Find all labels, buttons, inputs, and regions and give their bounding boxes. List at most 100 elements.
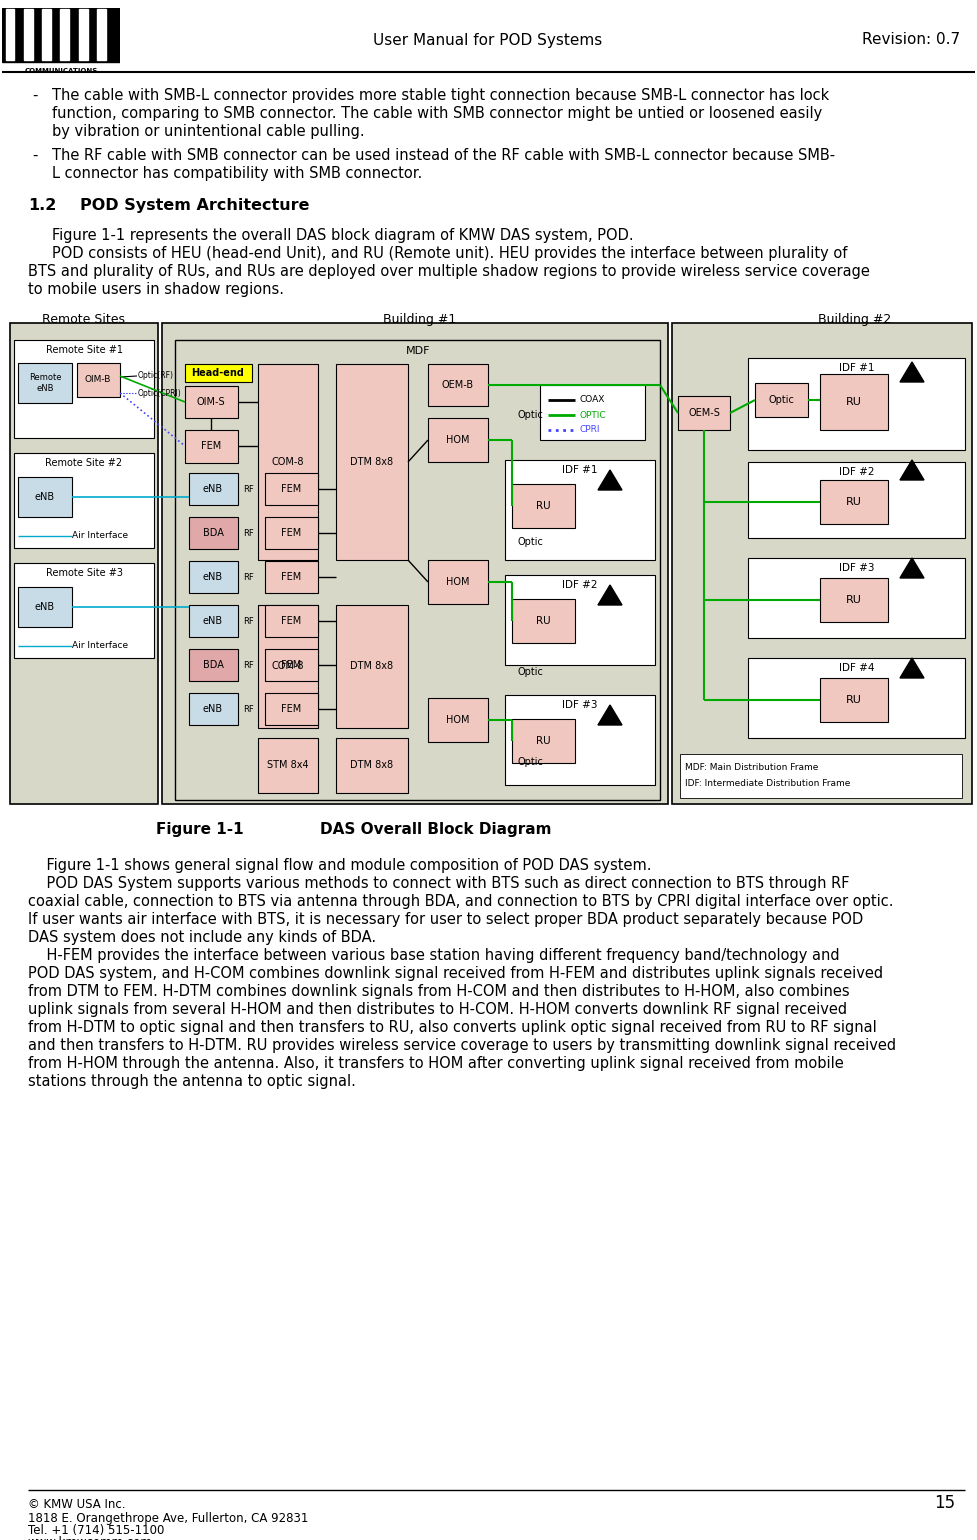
Text: stations through the antenna to optic signal.: stations through the antenna to optic si… [28,1073,356,1089]
Text: and then transfers to H-DTM. RU provides wireless service coverage to users by t: and then transfers to H-DTM. RU provides… [28,1038,896,1053]
Text: FEM: FEM [280,704,301,715]
Text: Optic: Optic [517,410,543,420]
Text: IDF #2: IDF #2 [562,581,598,590]
Text: RU: RU [535,736,550,745]
Text: from H-DTM to optic signal and then transfers to RU, also converts uplink optic : from H-DTM to optic signal and then tran… [28,1019,876,1035]
Text: DTM 8x8: DTM 8x8 [351,661,394,671]
Bar [505,695,655,785]
Text: FEM: FEM [280,528,301,537]
Bar [97,9,106,60]
Bar [336,738,408,793]
Text: MDF: MDF [405,346,430,356]
Bar [18,587,72,627]
Bar [6,9,15,60]
Text: RF: RF [243,661,254,670]
Text: POD DAS System supports various methods to connect with BTS such as direct conne: POD DAS System supports various methods … [28,876,849,892]
Bar [189,473,238,505]
Text: to mobile users in shadow regions.: to mobile users in shadow regions. [28,282,284,297]
Text: DAS Overall Block Diagram: DAS Overall Block Diagram [320,822,551,838]
Text: eNB: eNB [35,491,55,502]
Text: RU: RU [846,397,862,407]
Text: DAS system does not include any kinds of BDA.: DAS system does not include any kinds of… [28,930,376,946]
Text: STM 8x4: STM 8x4 [267,761,309,770]
Text: eNB: eNB [203,484,223,494]
Text: eNB: eNB [203,704,223,715]
Bar [265,605,318,638]
Bar [265,561,318,593]
Text: OEM-B: OEM-B [442,380,474,390]
Text: Revision: 0.7: Revision: 0.7 [862,32,960,48]
Text: POD DAS system, and H-COM combines downlink signal received from H-FEM and distr: POD DAS system, and H-COM combines downl… [28,966,883,981]
Text: FEM: FEM [280,616,301,625]
Bar [428,698,488,742]
Bar [428,417,488,462]
Polygon shape [900,460,924,480]
Polygon shape [598,705,622,725]
Text: OIM-S: OIM-S [196,397,226,407]
Text: Remote Sites: Remote Sites [41,313,124,326]
Text: FEM: FEM [280,484,301,494]
Bar [748,658,965,738]
Text: FEM: FEM [280,571,301,582]
Bar [505,460,655,561]
Bar [77,363,120,397]
Bar [185,430,238,464]
Text: POD consists of HEU (head-end Unit), and RU (Remote unit). HEU provides the inte: POD consists of HEU (head-end Unit), and… [52,246,847,260]
Bar [265,693,318,725]
Text: www.kmwcomm.com: www.kmwcomm.com [28,1535,152,1540]
Bar [428,363,488,407]
Text: IDF #3: IDF #3 [562,701,598,710]
Text: from DTM to FEM. H-DTM combines downlink signals from H-COM and then distributes: from DTM to FEM. H-DTM combines downlink… [28,984,850,999]
Text: Building #1: Building #1 [383,313,456,326]
Bar [748,557,965,638]
Bar [14,453,154,548]
Text: Air Interface: Air Interface [72,642,128,650]
Text: The RF cable with SMB connector can be used instead of the RF cable with SMB-L c: The RF cable with SMB connector can be u… [52,148,835,163]
Text: Head-end: Head-end [191,368,244,377]
Bar [14,564,154,658]
Text: CPRI: CPRI [580,425,601,434]
Text: IDF #1: IDF #1 [562,465,598,474]
Bar [428,561,488,604]
Bar [672,323,972,804]
Text: Optic(CPRI): Optic(CPRI) [138,388,182,397]
Bar [61,9,69,60]
Text: from H-HOM through the antenna. Also, it transfers to HOM after converting uplin: from H-HOM through the antenna. Also, it… [28,1056,844,1070]
Bar [185,363,252,382]
Bar [258,605,318,728]
Bar [18,477,72,517]
Bar [162,323,668,804]
Bar [14,340,154,437]
Text: COAX: COAX [580,396,606,405]
Text: Tel. +1 (714) 515-1100: Tel. +1 (714) 515-1100 [28,1525,164,1537]
Polygon shape [900,557,924,578]
Text: COMMUNICATIONS: COMMUNICATIONS [24,68,98,74]
Text: Remote Site #2: Remote Site #2 [46,457,122,468]
Bar [505,574,655,665]
Bar [265,517,318,548]
Text: L connector has compatibility with SMB connector.: L connector has compatibility with SMB c… [52,166,422,182]
Text: The cable with SMB-L connector provides more stable tight connection because SMB: The cable with SMB-L connector provides … [52,88,829,103]
Text: Figure 1-1: Figure 1-1 [156,822,244,838]
Text: RF: RF [243,704,254,713]
Text: DTM 8x8: DTM 8x8 [351,457,394,467]
Bar [820,678,888,722]
Bar [540,385,645,440]
Bar [42,9,51,60]
Text: Optic: Optic [768,394,794,405]
Bar [175,340,660,799]
Text: Building #2: Building #2 [819,313,892,326]
Bar [748,462,965,537]
Bar [512,599,575,644]
Text: FEM: FEM [280,661,301,670]
Bar [189,517,238,548]
Bar [258,363,318,561]
Bar [820,374,888,430]
Bar [189,605,238,638]
Text: Optic: Optic [517,537,543,547]
Text: function, comparing to SMB connector. The cable with SMB connector might be unti: function, comparing to SMB connector. Th… [52,106,823,122]
Text: RU: RU [846,594,862,605]
Bar [265,473,318,505]
Bar [336,363,408,561]
Text: eNB: eNB [35,602,55,611]
